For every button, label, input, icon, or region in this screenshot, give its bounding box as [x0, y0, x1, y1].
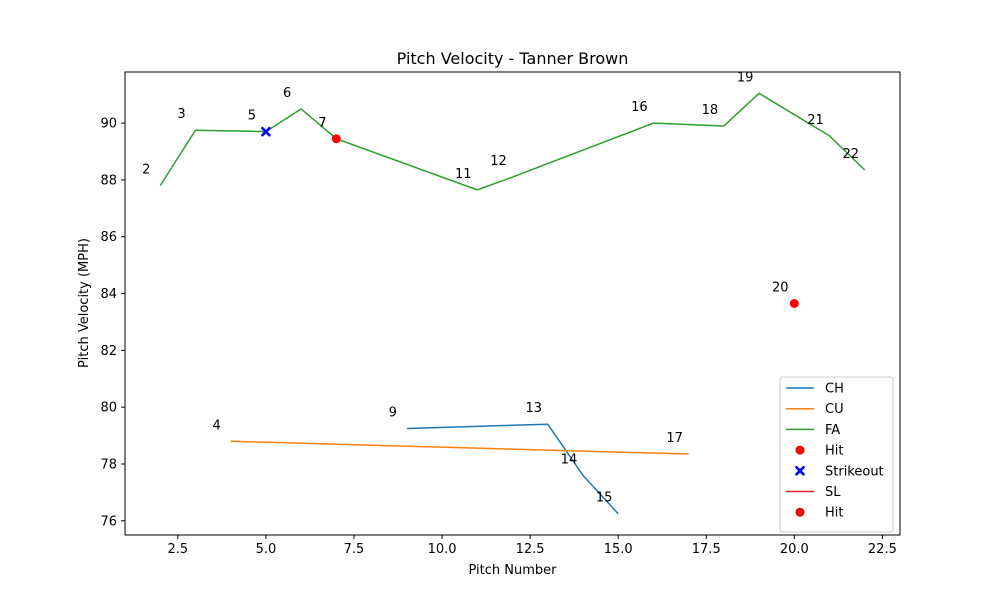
y-tick-label: 84 [100, 287, 117, 302]
y-tick-label: 82 [100, 344, 117, 359]
pitch-number-label: 20 [772, 281, 789, 296]
legend-box [779, 376, 894, 533]
x-tick-label: 7.5 [344, 542, 365, 557]
legend-label: Hit [825, 444, 843, 459]
y-tick-label: 90 [100, 117, 117, 132]
x-tick-label: 2.5 [167, 542, 188, 557]
pitch-number-label: 13 [525, 401, 542, 416]
pitch-number-label: 22 [842, 147, 859, 162]
point-hit [789, 299, 799, 308]
pitch-number-label: 12 [490, 154, 507, 169]
chart-title: Pitch Velocity - Tanner Brown [397, 49, 629, 68]
pitch-number-label: 11 [455, 167, 472, 182]
pitch-number-label: 14 [561, 452, 578, 467]
pitch-number-label: 9 [389, 405, 397, 420]
x-tick-label: 5.0 [256, 542, 277, 557]
legend-circle-handle [795, 507, 805, 517]
pitch-number-label: 19 [737, 70, 754, 85]
pitch-number-label: 21 [807, 113, 824, 128]
pitch-number-label: 18 [702, 103, 719, 118]
pitch-number-label: 5 [248, 109, 256, 124]
y-tick-label: 88 [100, 173, 117, 188]
series-line-fa [159, 92, 866, 191]
legend-label: CH [825, 382, 844, 397]
pitch-number-label: 15 [596, 491, 613, 506]
pitch-number-label: 6 [283, 86, 291, 101]
x-tick-label: 17.5 [692, 542, 721, 557]
pitch-number-label: 17 [666, 431, 683, 446]
legend-label: Hit [825, 506, 843, 521]
legend: CH CU FA Hit Strikeout SL Hit [779, 376, 894, 533]
pitch-number-label: 7 [318, 116, 326, 131]
y-axis-label: Pitch Velocity (MPH) [77, 238, 92, 368]
x-tick-label: 12.5 [516, 542, 545, 557]
series-line-cu [230, 440, 689, 455]
y-tick-label: 76 [100, 514, 117, 529]
legend-label: Strikeout [825, 464, 884, 479]
legend-label: CU [825, 402, 844, 417]
series-line-ch [406, 423, 619, 515]
y-tick-label: 78 [100, 457, 117, 472]
legend-label: FA [825, 423, 840, 438]
axes-frame [124, 71, 901, 536]
pitch-number-label: 3 [177, 107, 185, 122]
x-tick-label: 15.0 [604, 542, 633, 557]
pitch-number-label: 2 [142, 163, 150, 178]
y-tick-label: 80 [100, 401, 117, 416]
x-tick-label: 22.5 [868, 542, 897, 557]
point-hit [331, 134, 341, 144]
legend-circle-handle [795, 445, 805, 455]
pitch-number-label: 4 [213, 418, 221, 433]
x-tick-label: 20.0 [780, 542, 809, 557]
y-tick-label: 86 [100, 230, 117, 245]
legend-label: SL [825, 485, 841, 500]
legend-x-handle [795, 465, 805, 476]
x-tick-label: 10.0 [428, 542, 457, 557]
pitch-number-label: 16 [631, 100, 648, 115]
point-strikeout [261, 126, 271, 137]
x-axis-label: Pitch Number [468, 563, 557, 578]
plot-area: 2.5 5.0 7.5 10.0 12.5 15.0 17.5 20.0 22.57678808… [100, 70, 901, 557]
